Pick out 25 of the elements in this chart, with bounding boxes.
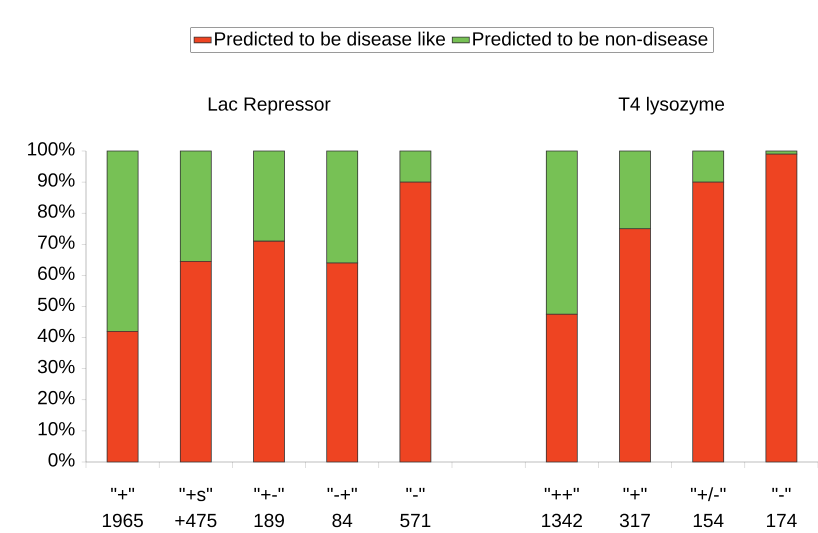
legend-label: Predicted to be non-disease: [473, 32, 708, 46]
text: T4 lysozyme: [618, 96, 724, 115]
x-tick-label: "+-" 189: [254, 488, 284, 528]
text: Lac Repressor: [208, 97, 330, 115]
y-tick-label: 50%: [38, 298, 75, 312]
bar: [766, 154, 798, 462]
legend-label: Predicted to be disease like: [215, 32, 445, 46]
x-tick-label: "+s" +475: [175, 488, 216, 528]
y-tick-label: 90%: [38, 173, 75, 187]
x-tick-label: "-" 174: [767, 488, 797, 527]
y-tick-label: 20%: [38, 390, 75, 404]
y-tick-label: 0%: [48, 453, 75, 467]
y-tick-label: 10%: [38, 422, 75, 436]
x-tick-label: "+/-" 154: [690, 487, 726, 528]
y-tick-label: 30%: [38, 360, 75, 374]
y-tick-label: 60%: [38, 266, 75, 280]
x-tick-label: "++" 1342: [542, 488, 582, 528]
y-tick-label: 80%: [38, 204, 75, 218]
x-tick-label: "-+" 84: [328, 488, 357, 528]
y-tick-label: 70%: [38, 235, 75, 249]
y-tick-label: 100%: [28, 142, 75, 156]
x-tick-label: "+" 1965: [102, 488, 143, 528]
y-tick-label: 40%: [38, 328, 75, 342]
x-tick-label: "+" 317: [620, 488, 650, 528]
x-tick-label: "-" 571: [400, 488, 430, 528]
